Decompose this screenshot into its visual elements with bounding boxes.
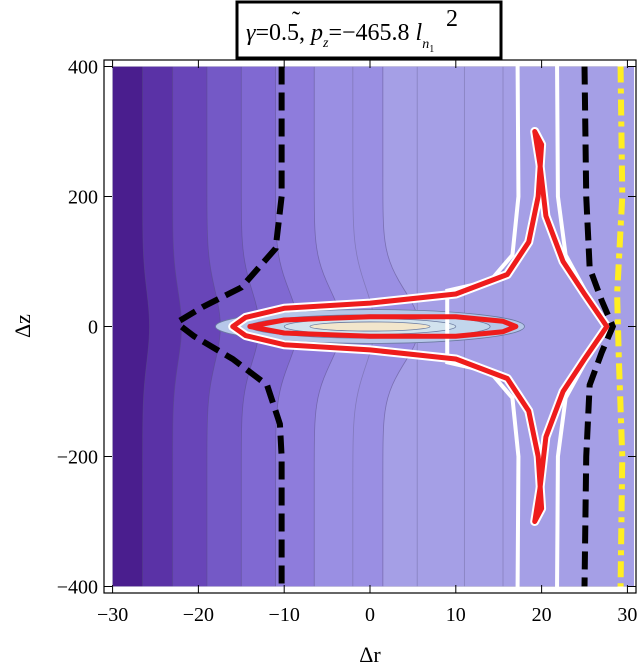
title-frame — [235, 0, 503, 60]
title-l-sup: 2 — [446, 6, 458, 32]
y-axis-title: Δz — [10, 314, 35, 338]
x-tick-label-5: 20 — [532, 604, 552, 626]
y-tick-label-0: −400 — [57, 577, 98, 599]
black-dashed-right — [581, 66, 617, 587]
y-tick-label-1: −200 — [57, 447, 98, 469]
x-tick-label-2: −10 — [269, 604, 300, 626]
x-axis: −30 −20 −10 0 10 20 30 — [97, 60, 637, 626]
chart-title: γ=0.5, pz=−465.8 ln1 — [246, 20, 434, 55]
x-tick-label-4: 10 — [446, 604, 466, 626]
center-contour-4 — [309, 321, 431, 332]
title-p-symbol: p — [309, 20, 323, 46]
red-inner-curve — [247, 314, 519, 339]
title-l-symbol: l — [416, 20, 423, 46]
title-l-subsub: 1 — [429, 44, 434, 55]
white-separatrix-left — [445, 66, 521, 587]
y-tick-label-3: 200 — [68, 187, 98, 209]
black-dashed-left — [174, 66, 285, 587]
x-tick-label-3: 0 — [365, 604, 375, 626]
title-p-sub: z — [322, 36, 329, 51]
title-gamma: γ — [246, 20, 256, 46]
title-p-value: =−465.8 — [328, 20, 415, 46]
title-gamma-value: =0.5, — [255, 20, 311, 46]
red-outer-curve — [230, 129, 610, 524]
x-tick-label-6: 30 — [617, 604, 637, 626]
x-tick-label-0: −30 — [97, 604, 128, 626]
title-l-sub: n — [422, 37, 429, 52]
x-axis-title: Δr — [359, 642, 381, 667]
title-box: γ=0.5, pz=−465.8 ln1 2 ˜ — [235, 0, 503, 60]
title-p-tilde: ˜ — [292, 8, 300, 34]
plot-area — [112, 66, 635, 587]
y-tick-label-4: 400 — [68, 57, 98, 79]
x-tick-label-1: −20 — [183, 604, 214, 626]
contour-band-1 — [112, 66, 150, 587]
y-axis: −400 −200 0 200 400 — [57, 57, 636, 599]
y-tick-label-2: 0 — [88, 317, 98, 339]
